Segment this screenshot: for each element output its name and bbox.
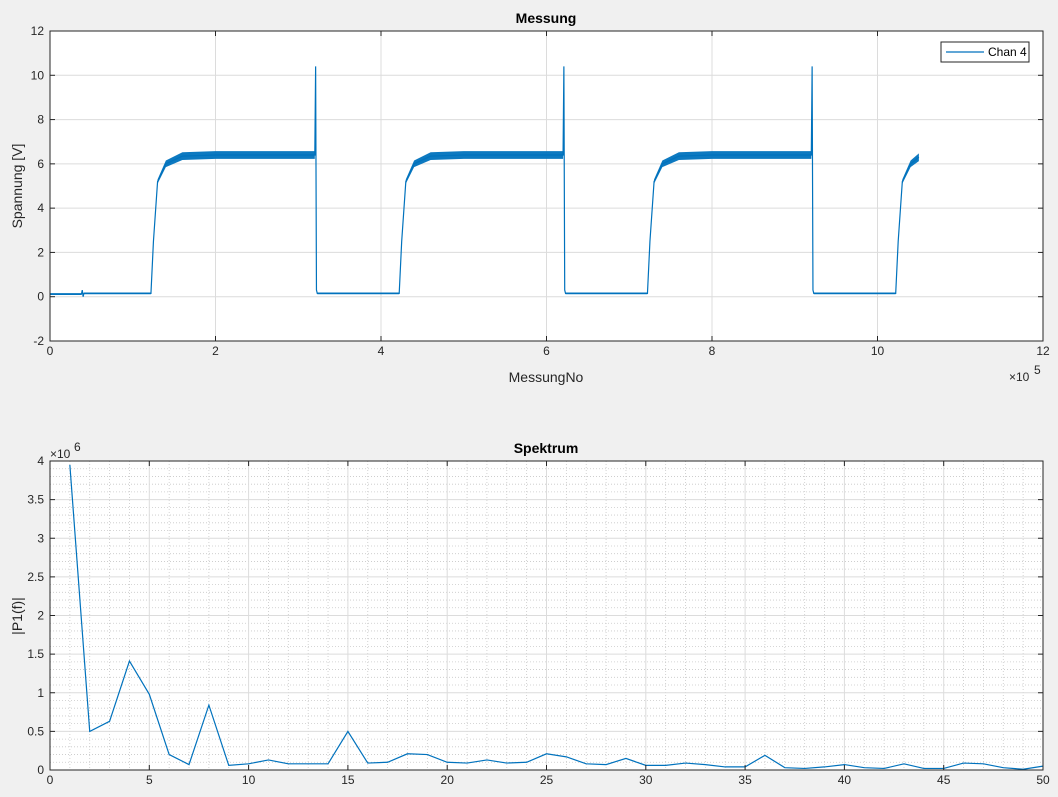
y-tick-label: 10	[31, 68, 45, 82]
spektrum-series	[69, 464, 1044, 770]
x-tick-label: 4	[378, 344, 385, 358]
messung-title: Messung	[516, 10, 577, 26]
legend-label: Chan 4	[988, 45, 1027, 59]
spektrum-line	[69, 464, 1044, 770]
messung-legend: Chan 4	[940, 41, 1030, 63]
spektrum-ticks: 0 5 10 15 20 25 30 35 40 45 50 0 0.5 1 1.5 2 2.5 3 3.5 4	[27, 454, 1050, 787]
y-tick-label: 0.5	[27, 724, 44, 738]
y-tick-label: 0	[37, 290, 44, 304]
x-tick-label: 2	[212, 344, 219, 358]
chan4-line	[50, 66, 920, 297]
spektrum-y-exponent-base: ×10	[50, 447, 71, 461]
y-tick-label: 8	[37, 113, 44, 127]
y-tick-label: 4	[37, 201, 44, 215]
x-tick-label: 0	[47, 344, 54, 358]
x-tick-label: 6	[543, 344, 550, 358]
messung-x-exponent-base: ×10	[1009, 370, 1030, 384]
x-tick-label: 20	[441, 773, 455, 787]
x-tick-label: 15	[341, 773, 355, 787]
spektrum-y-exponent-power: 6	[74, 440, 81, 454]
x-tick-label: 50	[1036, 773, 1050, 787]
x-tick-label: 30	[639, 773, 653, 787]
x-tick-label: 35	[738, 773, 752, 787]
y-tick-label: 4	[37, 454, 44, 468]
x-tick-label: 8	[709, 344, 716, 358]
x-tick-label: 25	[540, 773, 554, 787]
messung-x-exponent-power: 5	[1034, 363, 1041, 377]
x-tick-label: 10	[242, 773, 256, 787]
x-tick-label: 0	[47, 773, 54, 787]
y-tick-label: 1.5	[27, 647, 44, 661]
legend-box	[940, 41, 1030, 63]
x-tick-label: 10	[871, 344, 885, 358]
y-tick-label: 2.5	[27, 570, 44, 584]
y-tick-label: 6	[37, 157, 44, 171]
spektrum-axes: 0 5 10 15 20 25 30 35 40 45 50 0 0.5 1 1.5 2 2.5 3 3.5 4 Sp…	[9, 440, 1050, 787]
messung-series	[50, 66, 920, 297]
y-tick-label: 1	[37, 686, 44, 700]
messung-ylabel: Spannung [V]	[9, 144, 25, 229]
y-tick-label: 3	[37, 531, 44, 545]
x-tick-label: 40	[838, 773, 852, 787]
messung-xlabel: MessungNo	[509, 369, 584, 385]
y-tick-label: 3.5	[27, 493, 44, 507]
x-tick-label: 5	[146, 773, 153, 787]
y-tick-label: 0	[37, 763, 44, 777]
y-tick-label: -2	[33, 334, 44, 348]
spektrum-title: Spektrum	[514, 440, 579, 456]
spektrum-ylabel: |P1(f)|	[9, 597, 25, 635]
y-tick-label: 12	[31, 24, 45, 38]
x-tick-label: 12	[1036, 344, 1050, 358]
y-tick-label: 2	[37, 609, 44, 623]
x-tick-label: 45	[937, 773, 951, 787]
y-tick-label: 2	[37, 245, 44, 259]
